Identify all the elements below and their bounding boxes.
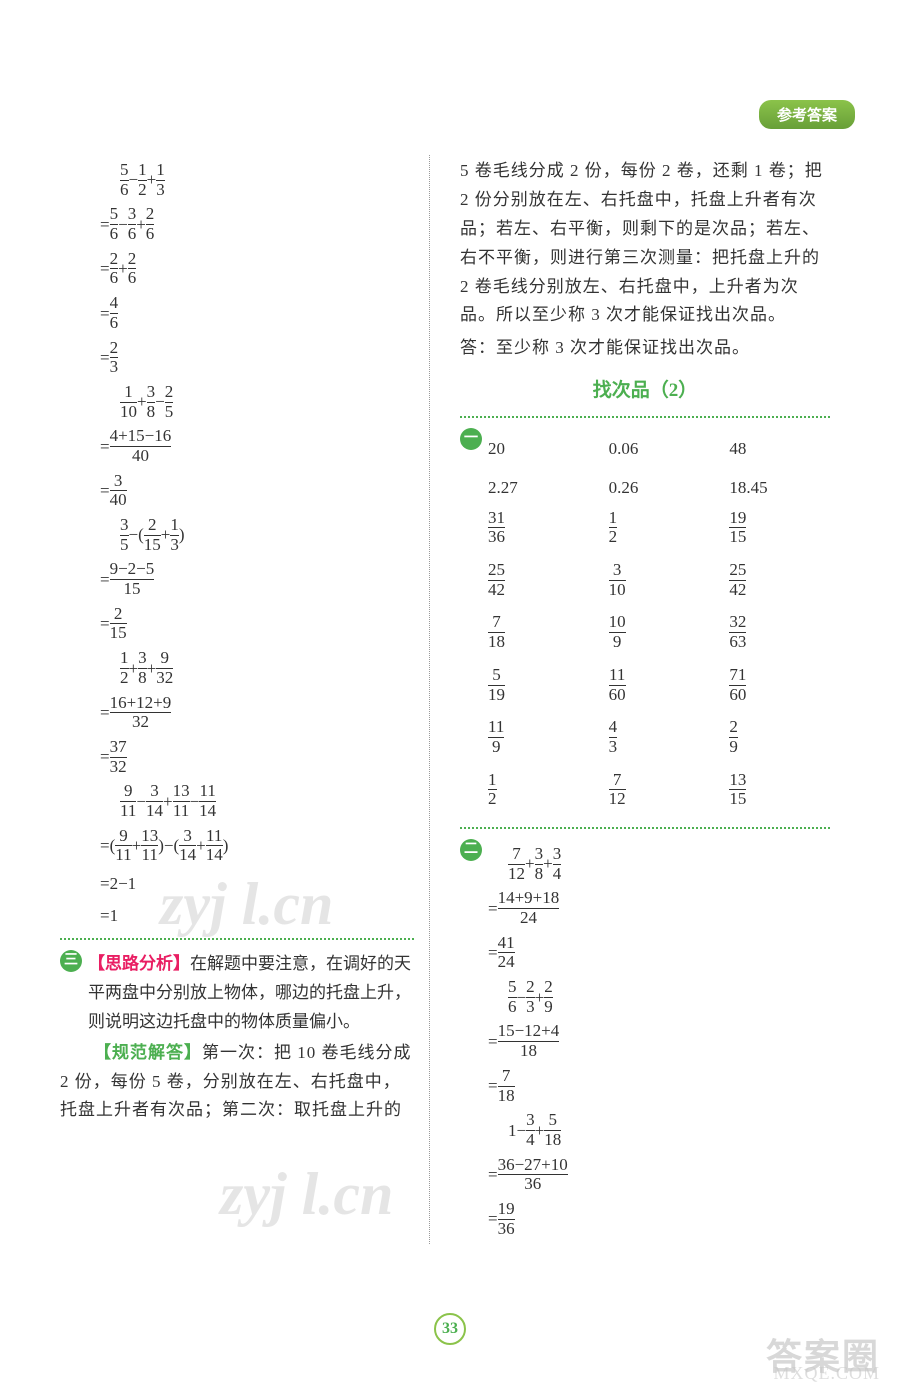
table-cell: 7160 — [729, 666, 830, 704]
rcalc2-line1: 56 − 23 + 29 — [508, 978, 830, 1016]
table-cell: 12 — [609, 509, 710, 547]
table-cell: 718 — [488, 613, 589, 651]
answer-block: 【规范解答】第一次：把 10 卷毛线分成 2 份，每份 5 卷，分别放在左、右托… — [60, 1039, 414, 1126]
table-cell: 3136 — [488, 509, 589, 547]
calc3-line3: = 215 — [100, 605, 414, 643]
calc3-line1: 35 −( 215 + 13 ) — [120, 516, 414, 554]
table-cell: 0.06 — [609, 436, 710, 462]
separator — [460, 416, 830, 418]
analysis-block: 三 【思路分析】在解题中要注意，在调好的天平两盘中分别放上物体，哪边的托盘上升，… — [60, 950, 414, 1037]
badge-three-icon: 三 — [60, 950, 82, 972]
calc4-line1: 12 + 38 + 932 — [120, 649, 414, 687]
rcalc3-line1: 1− 34 + 518 — [508, 1111, 830, 1149]
calc1-line1: 56 − 12 + 13 — [120, 161, 414, 199]
calc1-line3: = 26 + 26 — [100, 250, 414, 288]
calc1-line5: = 23 — [100, 339, 414, 377]
rcalc1-line1: 712 + 38 + 34 — [508, 845, 830, 883]
table-cell: 43 — [609, 718, 710, 756]
table-cell: 29 — [729, 718, 830, 756]
continue-text: 5 卷毛线分成 2 份，每份 2 卷，还剩 1 卷；把 2 份分别放在左、右托盘… — [460, 157, 830, 330]
rcalc2-line2: = 15−12+418 — [488, 1022, 830, 1060]
calc4-line3: = 3732 — [100, 738, 414, 776]
page: 参考答案 56 − 12 + 13 = 56 − 36 + 26 = 26 — [0, 0, 900, 1390]
calc1-line4: = 46 — [100, 294, 414, 332]
separator — [460, 827, 830, 829]
separator — [60, 938, 414, 940]
badge-two-icon: 二 — [460, 839, 482, 861]
table-cell: 2542 — [488, 561, 589, 599]
table-cell: 109 — [609, 613, 710, 651]
rcalc2-line3: = 718 — [488, 1067, 830, 1105]
rcalc1-line3: = 4124 — [488, 934, 830, 972]
table-cell: 119 — [488, 718, 589, 756]
header-tab: 参考答案 — [759, 100, 855, 129]
calc2-line3: = 340 — [100, 472, 414, 510]
table-cell: 3263 — [729, 613, 830, 651]
section-title: 找次品（2） — [460, 377, 830, 406]
table-cell: 1315 — [729, 771, 830, 809]
table-cell: 20 — [488, 436, 589, 462]
calc2-line1: 110 + 38 − 25 — [120, 383, 414, 421]
table-cell: 48 — [729, 436, 830, 462]
table-cell: 12 — [488, 771, 589, 809]
calc5-line3: =2−1 — [100, 871, 414, 897]
content-columns: 56 − 12 + 13 = 56 − 36 + 26 = 26 + 26 — [60, 155, 840, 1244]
answer-line: 答：至少称 3 次才能保证找出次品。 — [460, 334, 830, 363]
table-cell: 2542 — [729, 561, 830, 599]
calc5-line4: =1 — [100, 903, 414, 929]
table-cell: 2.27 — [488, 475, 589, 501]
rcalc3-line3: = 1936 — [488, 1200, 830, 1238]
calc3-line2: = 9−2−515 — [100, 560, 414, 598]
calc-section: 二 712 + 38 + 34 = 14+9+1824 = — [460, 839, 830, 1244]
table-cell: 1915 — [729, 509, 830, 547]
fraction-table: 3136 12 1915 2542 310 2542 718 109 3263 519 1160 71… — [488, 509, 830, 809]
calc5-line2: =( 911 + 1311 )−( 314 + 1114 ) — [100, 827, 414, 865]
calc1-line2: = 56 − 36 + 26 — [100, 205, 414, 243]
analysis-label: 【思路分析】 — [88, 954, 190, 973]
calc4-line2: = 16+12+932 — [100, 694, 414, 732]
table-section: 一 20 0.06 48 2.27 0.26 18.45 3136 12 1915 2… — [460, 428, 830, 817]
left-column: 56 − 12 + 13 = 56 − 36 + 26 = 26 + 26 — [60, 155, 430, 1244]
rcalc3-line2: = 36−27+1036 — [488, 1156, 830, 1194]
answer-label: 【规范解答】 — [94, 1043, 202, 1062]
rcalc1-line2: = 14+9+1824 — [488, 889, 830, 927]
table-cell: 712 — [609, 771, 710, 809]
url-watermark: MXQE.COM — [773, 1363, 880, 1384]
badge-one-icon: 一 — [460, 428, 482, 450]
right-column: 5 卷毛线分成 2 份，每份 2 卷，还剩 1 卷；把 2 份分别放在左、右托盘… — [460, 155, 830, 1244]
table-cell: 18.45 — [729, 475, 830, 501]
calc2-line2: = 4+15−1640 — [100, 427, 414, 465]
table-cell: 1160 — [609, 666, 710, 704]
page-number: 33 — [434, 1313, 466, 1345]
table-cell: 519 — [488, 666, 589, 704]
table-cell: 0.26 — [609, 475, 710, 501]
table-cell: 310 — [609, 561, 710, 599]
calc5-line1: 911 − 314 + 1311 − 1114 — [120, 782, 414, 820]
answer-table: 20 0.06 48 2.27 0.26 18.45 — [488, 436, 830, 501]
